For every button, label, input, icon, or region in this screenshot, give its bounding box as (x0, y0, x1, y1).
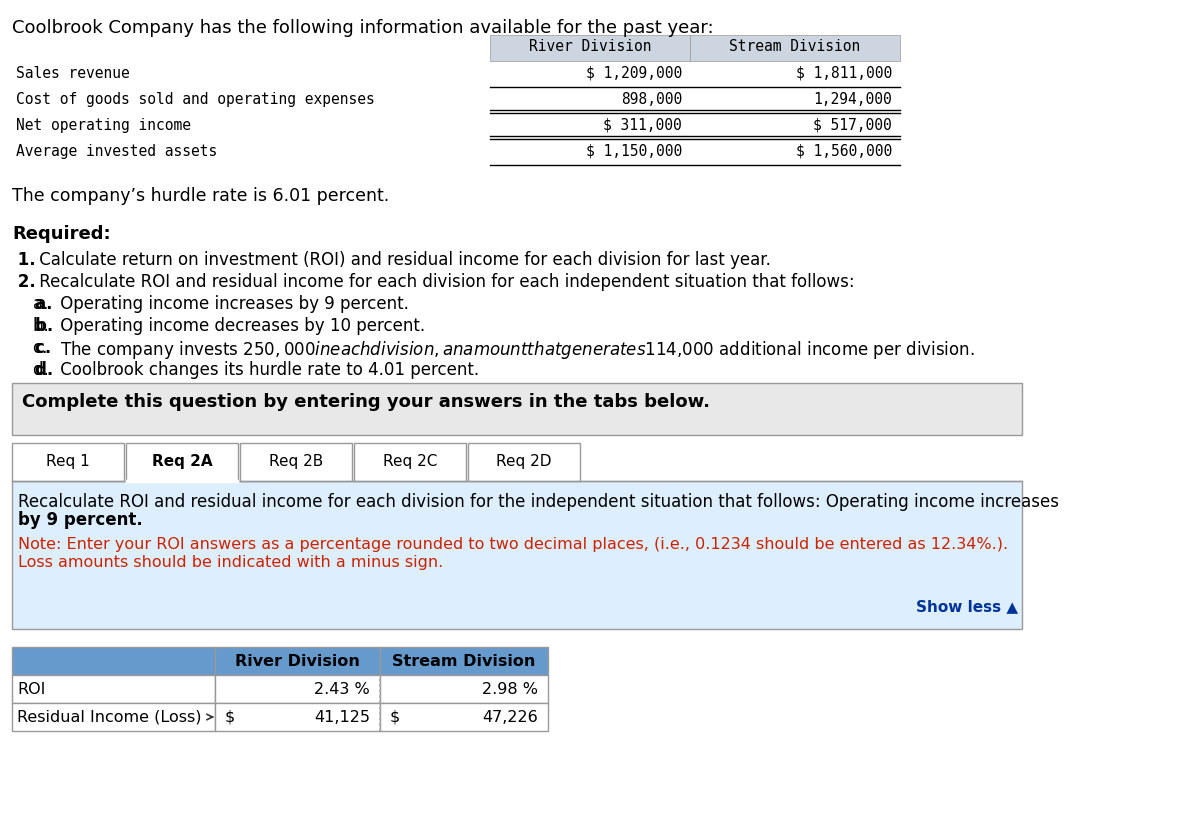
Text: ROI: ROI (17, 682, 46, 697)
Bar (215, 703, 380, 731)
Text: Req 2D: Req 2D (497, 454, 552, 469)
Text: Recalculate ROI and residual income for each division for the independent situat: Recalculate ROI and residual income for … (18, 493, 1060, 511)
Text: Req 2B: Req 2B (269, 454, 323, 469)
Bar (12, 675, 215, 703)
Bar (12, 113, 900, 139)
Text: Coolbrook changes its hurdle rate to 4.01 percent.: Coolbrook changes its hurdle rate to 4.0… (55, 361, 479, 379)
Text: by 9 percent.: by 9 percent. (18, 511, 143, 529)
Bar (468, 443, 580, 481)
Text: $ 1,150,000: $ 1,150,000 (586, 144, 682, 159)
Text: $ 1,560,000: $ 1,560,000 (796, 144, 892, 159)
Text: Note: Enter your ROI answers as a percentage rounded to two decimal places, (i.e: Note: Enter your ROI answers as a percen… (18, 537, 1008, 552)
Text: River Division: River Division (235, 654, 360, 669)
Text: $ 1,209,000: $ 1,209,000 (586, 66, 682, 81)
Bar (215, 675, 380, 703)
Text: Req 1: Req 1 (46, 454, 90, 469)
Bar (12, 87, 900, 113)
Text: d.: d. (12, 361, 49, 379)
Text: Operating income decreases by 10 percent.: Operating income decreases by 10 percent… (55, 317, 425, 335)
Text: Average invested assets: Average invested assets (16, 144, 217, 159)
Text: Cost of goods sold and operating expenses: Cost of goods sold and operating expense… (16, 92, 374, 107)
Text: Show less ▲: Show less ▲ (916, 599, 1018, 614)
Text: Complete this question by entering your answers in the tabs below.: Complete this question by entering your … (22, 393, 710, 411)
Text: 898,000: 898,000 (620, 92, 682, 107)
Bar (215, 647, 380, 675)
Bar (380, 703, 548, 731)
Bar (12, 703, 215, 731)
Text: 41,125: 41,125 (314, 710, 370, 725)
Text: The company’s hurdle rate is 6.01 percent.: The company’s hurdle rate is 6.01 percen… (12, 187, 389, 205)
Bar (690, 35, 900, 61)
Bar (240, 443, 352, 481)
Text: b.: b. (12, 317, 53, 335)
Text: 1.: 1. (12, 251, 36, 269)
Text: $: $ (390, 710, 401, 725)
Text: a.: a. (12, 295, 53, 313)
Text: 2.: 2. (12, 273, 36, 291)
Text: b.: b. (12, 317, 49, 335)
Text: Sales revenue: Sales revenue (16, 66, 130, 81)
Bar (12, 647, 215, 675)
Bar (126, 443, 238, 481)
Text: d.: d. (12, 361, 53, 379)
Bar (354, 443, 466, 481)
Text: $ 311,000: $ 311,000 (604, 118, 682, 133)
Text: Req 2A: Req 2A (151, 454, 212, 469)
Text: a.: a. (12, 295, 48, 313)
Bar (12, 139, 900, 165)
Text: 47,226: 47,226 (482, 710, 538, 725)
Bar (12, 383, 1022, 435)
Text: $ 1,811,000: $ 1,811,000 (796, 66, 892, 81)
Text: Required:: Required: (12, 225, 110, 243)
Text: 1,294,000: 1,294,000 (814, 92, 892, 107)
Text: Net operating income: Net operating income (16, 118, 191, 133)
Text: Req 2C: Req 2C (383, 454, 437, 469)
Text: Coolbrook Company has the following information available for the past year:: Coolbrook Company has the following info… (12, 19, 714, 37)
Bar (12, 61, 900, 87)
Bar (12, 443, 124, 481)
Text: Stream Division: Stream Division (730, 39, 860, 54)
Text: Operating income increases by 9 percent.: Operating income increases by 9 percent. (55, 295, 409, 313)
Text: c.: c. (12, 339, 52, 357)
Text: c.: c. (12, 339, 47, 357)
Text: The company invests $250,000 in each division, an amount that generates $114,000: The company invests $250,000 in each div… (55, 339, 976, 361)
Text: 2.43 %: 2.43 % (314, 682, 370, 697)
Bar (12, 481, 1022, 629)
Bar (490, 35, 690, 61)
Text: 2.98 %: 2.98 % (482, 682, 538, 697)
Text: Calculate return on investment (ROI) and residual income for each division for l: Calculate return on investment (ROI) and… (34, 251, 770, 269)
Text: $ 517,000: $ 517,000 (814, 118, 892, 133)
Text: Residual Income (Loss): Residual Income (Loss) (17, 710, 202, 725)
Bar (380, 647, 548, 675)
Text: Recalculate ROI and residual income for each division for each independent situa: Recalculate ROI and residual income for … (34, 273, 854, 291)
Text: River Division: River Division (529, 39, 652, 54)
Text: Loss amounts should be indicated with a minus sign.: Loss amounts should be indicated with a … (18, 555, 443, 570)
Bar (380, 675, 548, 703)
Text: $: $ (226, 710, 235, 725)
Text: Stream Division: Stream Division (392, 654, 535, 669)
